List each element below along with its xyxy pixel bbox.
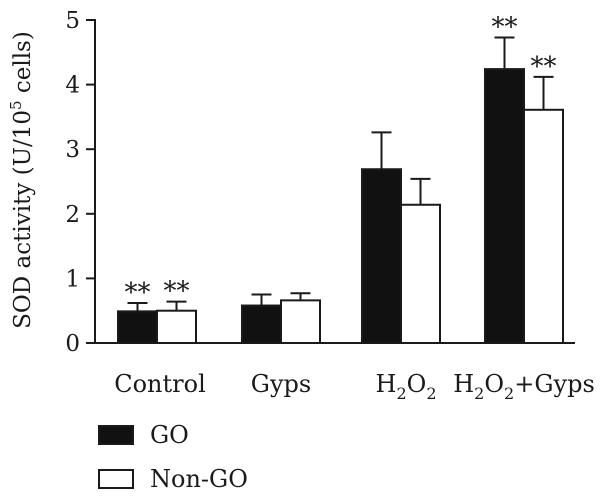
x-tick-label: H2O2: [376, 370, 437, 403]
bar-go-2: [361, 168, 402, 344]
y-axis-title-main: SOD activity (U/10: [10, 110, 36, 329]
bar-non-go-1: [280, 299, 321, 345]
bars: ** ** ** **: [117, 12, 564, 345]
bar-go-3: [484, 68, 525, 344]
x-tick-label: Gyps: [251, 370, 311, 398]
x-tick-label-part: H: [453, 370, 474, 398]
y-axis-title-tail: cells): [10, 31, 36, 100]
legend-swatch-non-go: [98, 469, 134, 489]
x-tick-label-part: 2: [504, 384, 514, 403]
x-tick-label-part: +Gyps: [514, 370, 595, 398]
y-tick-label: 2: [65, 202, 80, 228]
x-tick-label-part: O: [484, 370, 504, 398]
x-tick-label-part: H: [376, 370, 397, 398]
y-tick-label: 0: [65, 331, 80, 357]
significance-mark: **: [164, 277, 190, 307]
bar-non-go-0: [156, 309, 197, 345]
y-tick-label: 5: [65, 8, 80, 34]
x-tick-label-part: O: [407, 370, 427, 398]
y-tick-label: 4: [65, 73, 80, 99]
bar-non-go-3: [523, 108, 564, 344]
legend-label-go: GO: [150, 421, 189, 449]
legend-label-non-go: Non-GO: [150, 465, 248, 493]
bar-go-1: [241, 304, 282, 345]
bar-go-0: [117, 310, 158, 345]
x-tick-label-part: 2: [396, 384, 406, 403]
legend-swatch-go: [98, 425, 134, 445]
y-axis-title: SOD activity (U/105 cells): [7, 31, 36, 329]
x-tick-label: Control: [114, 370, 206, 398]
x-tick-label-part: 2: [426, 384, 436, 403]
y-tick-label: 3: [65, 137, 80, 163]
x-tick-label: H2O2+Gyps: [453, 370, 595, 403]
y-axis-title-sup: 5: [7, 100, 25, 110]
significance-mark: **: [531, 52, 557, 82]
significance-mark: **: [125, 278, 151, 308]
x-tick-label-part: 2: [474, 384, 484, 403]
significance-mark: **: [492, 12, 518, 42]
legend: GO Non-GO: [98, 421, 248, 493]
labels: Control Gyps H2O2 H2O2+Gyps: [114, 370, 595, 403]
bar-non-go-2: [400, 203, 441, 344]
y-tick-label: 1: [65, 266, 80, 292]
